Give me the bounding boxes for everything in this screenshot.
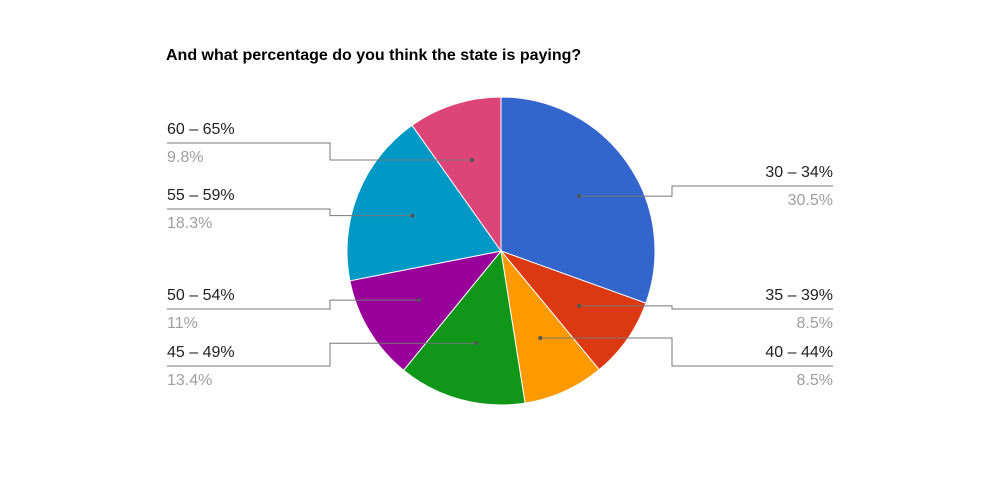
pie-slices xyxy=(346,96,656,406)
slice-label: 55 – 59% xyxy=(167,187,235,204)
slice-value-label: 13.4% xyxy=(167,372,212,389)
leader-dot xyxy=(417,298,422,303)
slice-label: 40 – 44% xyxy=(765,344,833,361)
pie-slice xyxy=(346,124,502,282)
slice-value-label: 9.8% xyxy=(167,149,203,166)
slice-label: 50 – 54% xyxy=(167,287,235,304)
leader-line xyxy=(579,185,833,197)
slice-labels: 30 – 34% 30.5% 35 – 39% 8.5% 40 – 44% 8.5% 45 … xyxy=(167,121,833,389)
leader-line xyxy=(579,305,833,310)
slice-value-label: 11% xyxy=(167,315,198,332)
slice-label: 30 – 34% xyxy=(765,164,833,181)
slice-value-label: 18.3% xyxy=(167,215,212,232)
leader-lines xyxy=(167,142,833,367)
leader-line xyxy=(167,142,473,161)
slice-label: 35 – 39% xyxy=(765,287,833,304)
leader-line xyxy=(167,342,477,367)
pie-slice xyxy=(402,249,526,406)
leader-line xyxy=(167,299,420,310)
pie-slice xyxy=(500,96,656,304)
slice-value-label: 8.5% xyxy=(797,315,833,332)
leader-dot xyxy=(538,336,543,340)
pie-slice xyxy=(349,250,503,371)
slice-label: 60 – 65% xyxy=(167,121,235,138)
leader-line xyxy=(540,337,833,367)
leader-line xyxy=(167,208,413,217)
slice-label: 45 – 49% xyxy=(167,344,235,361)
chart-title: And what percentage do you think the sta… xyxy=(166,47,582,64)
slice-value-label: 30.5% xyxy=(788,192,833,209)
slice-value-label: 8.5% xyxy=(797,372,833,389)
pie-slice xyxy=(411,96,502,253)
leader-dot xyxy=(577,194,582,199)
leader-dot xyxy=(577,303,582,308)
leader-dot xyxy=(410,213,415,218)
leader-dot xyxy=(474,341,479,346)
leader-dot xyxy=(470,158,475,162)
